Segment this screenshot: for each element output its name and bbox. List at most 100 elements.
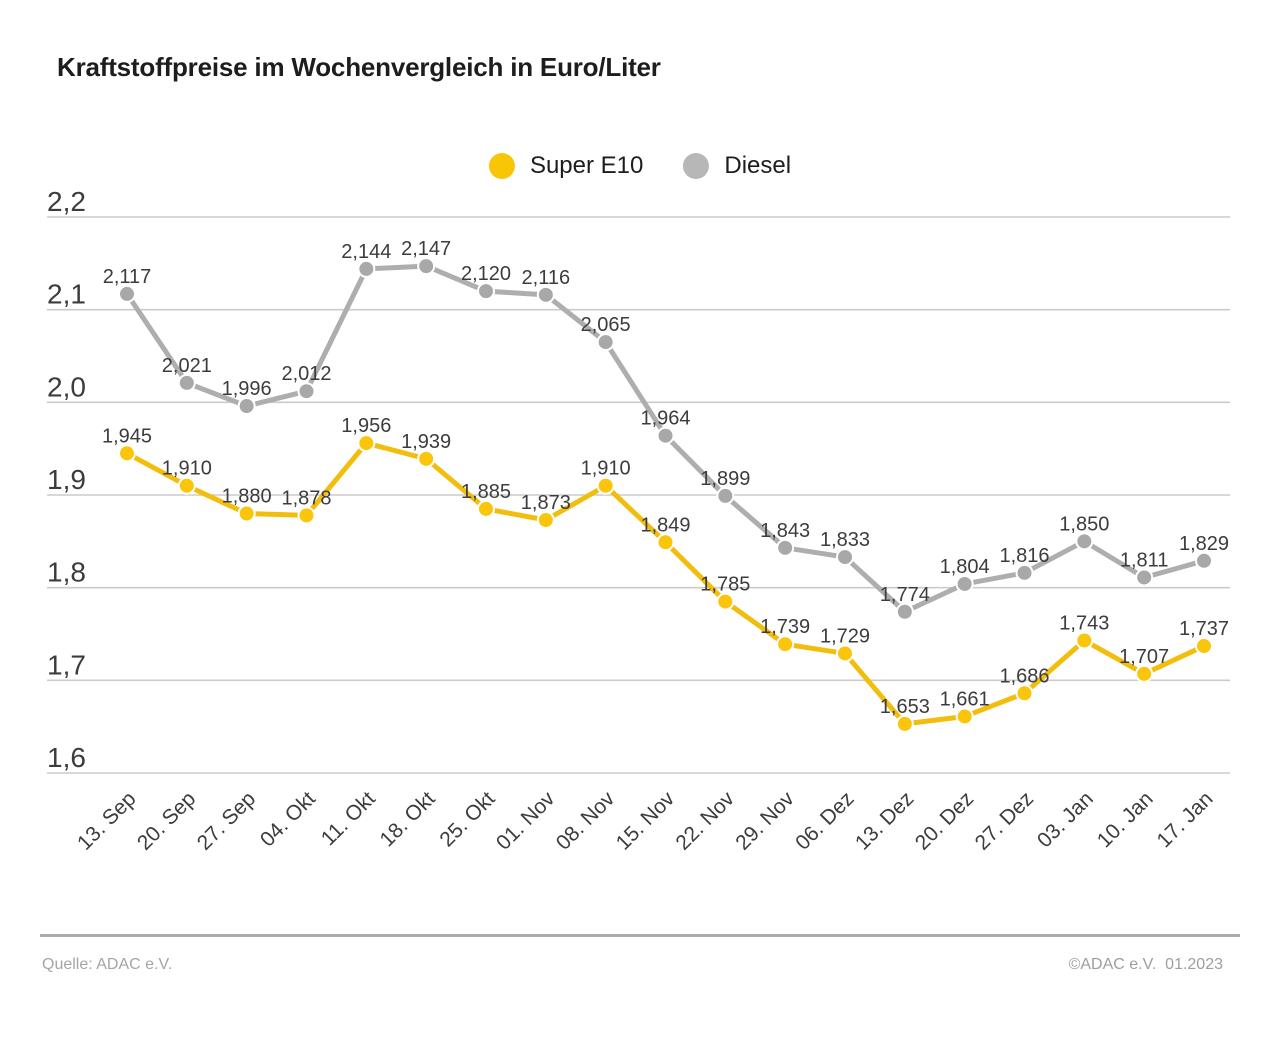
legend-label-diesel: Diesel [724,152,792,179]
diesel-value-label: 2,117 [103,266,152,288]
diesel-value-label: 2,147 [401,238,451,260]
x-tick-label: 20. Dez [911,787,978,854]
diesel-value-label: 2,120 [461,263,511,285]
y-tick-label: 1,6 [47,742,86,773]
super-e10-value-label: 1,878 [281,487,331,509]
x-tick-label: 18. Okt [376,787,440,851]
super-e10-marker [177,476,196,495]
diesel-value-label: 1,804 [940,556,990,578]
diesel-marker [716,486,735,505]
x-tick-label: 10. Jan [1093,787,1158,852]
diesel-marker [177,373,196,392]
super-e10-value-label: 1,739 [760,616,810,638]
x-tick-label: 11. Okt [317,787,380,850]
diesel-marker [596,333,615,352]
super-e10-value-label: 1,785 [700,574,750,596]
super-e10-value-label: 1,939 [401,431,451,453]
diesel-marker [417,257,436,276]
super-e10-value-label: 1,910 [162,458,212,480]
x-tick-label: 06. Dez [791,787,858,854]
super-e10-value-label: 1,910 [581,458,631,480]
diesel-value-label: 1,811 [1120,549,1169,571]
super-e10-value-label: 1,707 [1119,646,1169,668]
x-tick-label: 04. Okt [256,787,320,851]
super-e10-marker [1195,637,1213,656]
diesel-marker [895,602,914,621]
diesel-marker [357,259,376,278]
diesel-value-label: 1,843 [760,520,810,542]
super-e10-marker [656,533,675,552]
diesel-marker [836,548,854,567]
x-tick-label: 29. Nov [731,787,799,855]
legend-item-super-e10: Super E10 [488,152,643,180]
diesel-value-label: 1,829 [1179,533,1229,555]
x-tick-label: 13. Sep [73,787,140,854]
x-tick-label: 25. Okt [435,787,499,851]
super-e10-value-label: 1,653 [880,696,930,718]
x-tick-label: 15. Nov [612,787,680,855]
super-e10-value-label: 1,729 [820,625,870,647]
x-tick-label: 27. Sep [193,787,260,854]
diesel-marker [1195,551,1213,570]
super-e10-marker [1075,631,1094,650]
x-tick-label: 01. Nov [492,787,560,855]
x-tick-label: 17. Jan [1153,787,1218,852]
super-e10-marker [895,714,914,733]
super-e10-marker [1135,664,1154,683]
y-tick-label: 2,0 [47,371,86,402]
super-e10-value-label: 1,873 [521,492,571,514]
diesel-marker [536,285,555,304]
diesel-value-label: 1,816 [999,545,1049,567]
diesel-marker [237,397,256,416]
super-e10-value-label: 1,686 [999,665,1049,687]
diesel-marker [1135,568,1154,587]
diesel-value-label: 2,144 [341,241,391,263]
diesel-value-label: 1,833 [820,529,870,551]
source-note: Quelle: ADAC e.V. [42,956,173,973]
super-e10-dot-icon [488,153,515,179]
super-e10-marker [118,444,136,463]
diesel-marker [1075,532,1094,551]
diesel-value-label: 2,012 [281,363,331,385]
diesel-marker [118,284,136,303]
super-e10-marker [357,434,376,453]
super-e10-marker [1015,684,1034,703]
super-e10-value-label: 1,880 [222,486,272,508]
super-e10-marker [776,635,795,654]
diesel-value-label: 1,774 [880,584,930,606]
footer-divider [40,934,1240,937]
diesel-dot-icon [683,153,710,179]
super-e10-value-label: 1,849 [640,514,690,536]
copyright-note: ©ADAC e.V. 01.2023 [1068,956,1223,973]
super-e10-marker [955,707,974,726]
super-e10-marker [596,476,615,495]
super-e10-marker [417,449,436,468]
legend-item-diesel: Diesel [683,152,791,180]
x-tick-label: 08. Nov [552,787,620,855]
diesel-marker [955,574,974,593]
super-e10-value-label: 1,743 [1059,612,1109,634]
x-tick-label: 27. Dez [971,787,1038,854]
super-e10-value-label: 1,945 [102,425,152,447]
diesel-value-label: 1,996 [222,378,272,400]
diesel-marker [1015,563,1034,582]
super-e10-marker [716,592,735,611]
y-tick-label: 1,9 [47,464,86,495]
diesel-value-label: 2,021 [162,355,212,377]
legend: Super E10 Diesel [488,152,791,180]
super-e10-marker [836,644,854,663]
x-tick-label: 03. Jan [1033,787,1098,852]
diesel-marker [656,426,675,445]
diesel-value-label: 2,065 [581,314,631,336]
y-tick-label: 2,2 [47,186,86,217]
diesel-value-label: 1,899 [700,468,750,490]
y-tick-label: 2,1 [47,279,86,310]
chart-title: Kraftstoffpreise im Wochenvergleich in E… [57,52,661,82]
diesel-marker [477,282,495,301]
diesel-value-label: 2,116 [522,267,571,289]
super-e10-marker [237,504,256,523]
x-tick-label: 20. Sep [133,787,200,854]
diesel-marker [776,538,795,557]
